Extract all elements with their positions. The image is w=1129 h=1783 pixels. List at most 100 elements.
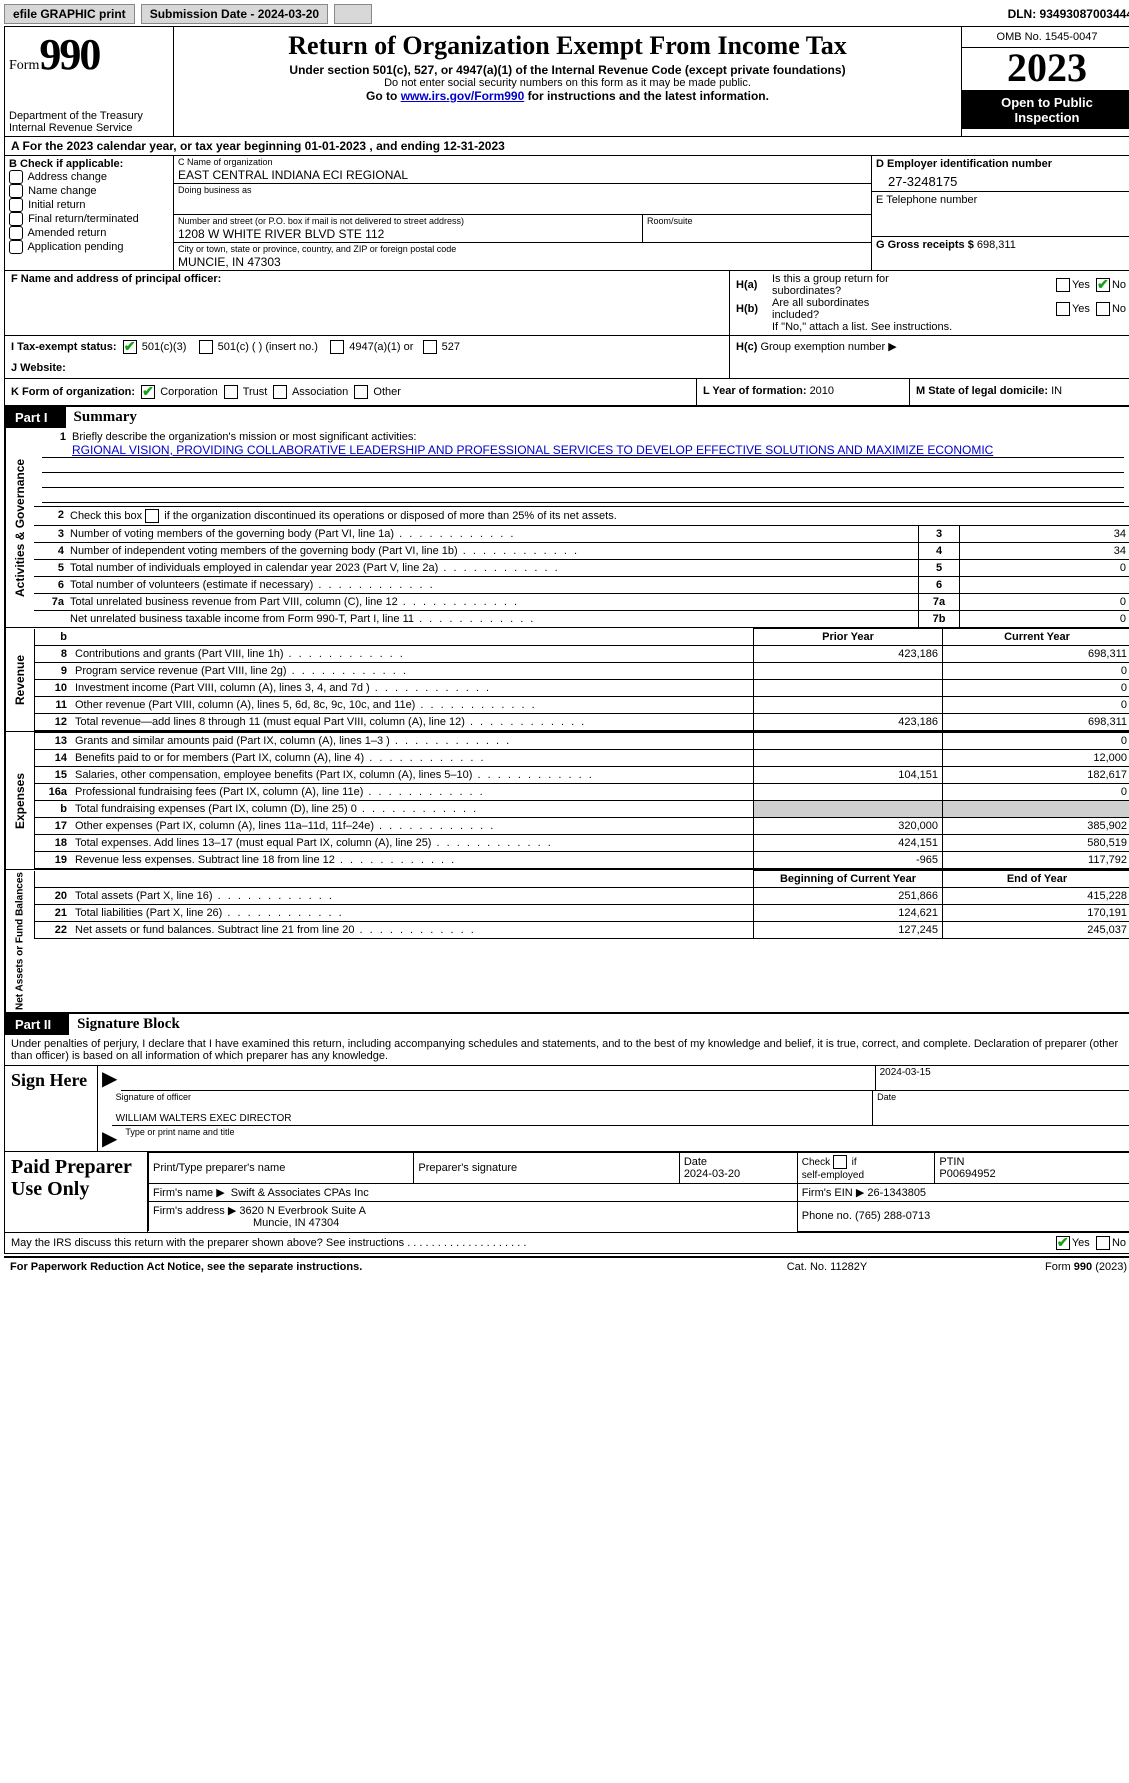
- efile-button[interactable]: efile GRAPHIC print: [4, 4, 135, 24]
- current-year-hdr: Current Year: [943, 629, 1129, 646]
- header-mid: Return of Organization Exempt From Incom…: [174, 27, 961, 136]
- table-row: 16aProfessional fundraising fees (Part I…: [35, 784, 1129, 801]
- section-fh: F Name and address of principal officer:…: [5, 271, 1129, 336]
- form-title: Return of Organization Exempt From Incom…: [180, 31, 955, 61]
- table-row: 17Other expenses (Part IX, column (A), l…: [35, 818, 1129, 835]
- mission-text[interactable]: RGIONAL VISION, PROVIDING COLLABORATIVE …: [72, 443, 993, 457]
- cb-app-pending[interactable]: Application pending: [9, 240, 169, 254]
- gov-line: 6Total number of volunteers (estimate if…: [34, 576, 1129, 593]
- declaration-text: Under penalties of perjury, I declare th…: [5, 1035, 1129, 1065]
- table-row: 18Total expenses. Add lines 13–17 (must …: [35, 835, 1129, 852]
- gov-line: 5Total number of individuals employed in…: [34, 559, 1129, 576]
- hb-yes[interactable]: Yes: [1056, 302, 1090, 316]
- tax-year: 2023: [962, 48, 1129, 91]
- sig-date: 2024-03-15: [880, 1067, 931, 1078]
- box-m: M State of legal domicile: IN: [910, 379, 1129, 405]
- mission-block: 1Briefly describe the organization's mis…: [34, 428, 1129, 506]
- net-section: Net Assets or Fund Balances Beginning of…: [5, 870, 1129, 1014]
- section-klm: K Form of organization: Corporation Trus…: [5, 379, 1129, 407]
- table-row: 8Contributions and grants (Part VIII, li…: [35, 646, 1129, 663]
- begin-year-hdr: Beginning of Current Year: [754, 871, 943, 888]
- rev-section: Revenue b Prior Year Current Year 8Contr…: [5, 628, 1129, 732]
- submission-date-button[interactable]: Submission Date - 2024-03-20: [141, 4, 328, 24]
- gov-line-2: 2 Check this box if the organization dis…: [34, 506, 1129, 525]
- cb-527[interactable]: 527: [423, 341, 460, 353]
- gov-line: 7aTotal unrelated business revenue from …: [34, 593, 1129, 610]
- prior-year-hdr: Prior Year: [754, 629, 943, 646]
- header-right: OMB No. 1545-0047 2023 Open to PublicIns…: [961, 27, 1129, 136]
- ha-label: H(a): [736, 279, 772, 291]
- part1-header: Part I Summary: [5, 407, 1129, 428]
- blank-button[interactable]: [334, 4, 372, 24]
- footer-right: Form 990 (2023): [927, 1261, 1127, 1273]
- cb-other[interactable]: Other: [354, 386, 401, 398]
- firm-addr2: Muncie, IN 47304: [153, 1217, 339, 1229]
- cb-corp[interactable]: Corporation: [141, 386, 218, 398]
- suite-label: Room/suite: [647, 216, 693, 226]
- section-bcd: B Check if applicable: Address change Na…: [5, 156, 1129, 271]
- cb-trust[interactable]: Trust: [224, 386, 268, 398]
- open-inspection: Open to PublicInspection: [962, 91, 1129, 129]
- table-row: 14Benefits paid to or for members (Part …: [35, 750, 1129, 767]
- cb-self-employed[interactable]: [833, 1155, 847, 1169]
- table-row: 10Investment income (Part VIII, column (…: [35, 680, 1129, 697]
- table-row: 22Net assets or fund balances. Subtract …: [35, 922, 1129, 939]
- cb-discontinued[interactable]: [145, 509, 159, 523]
- officer-name: WILLIAM WALTERS EXEC DIRECTOR: [116, 1113, 292, 1124]
- table-row: 13Grants and similar amounts paid (Part …: [35, 733, 1129, 750]
- preparer-label: Paid Preparer Use Only: [5, 1152, 148, 1232]
- part2-title: Signature Block: [69, 1014, 1129, 1035]
- cb-501c[interactable]: 501(c) ( ) (insert no.): [199, 341, 318, 353]
- sign-here-row: Sign Here ▶ 2024-03-15 Signature of offi…: [5, 1065, 1129, 1151]
- header-row: Form990 Department of the Treasury Inter…: [5, 27, 1129, 137]
- exp-table: 13Grants and similar amounts paid (Part …: [34, 732, 1129, 869]
- box-b: B Check if applicable: Address change Na…: [5, 156, 174, 270]
- firm-phone: (765) 288-0713: [855, 1210, 930, 1222]
- net-vlabel: Net Assets or Fund Balances: [5, 870, 34, 1012]
- footer-mid: Cat. No. 11282Y: [727, 1261, 927, 1273]
- gov-line: 3Number of voting members of the governi…: [34, 525, 1129, 542]
- firm-ein: 26-1343805: [867, 1187, 926, 1199]
- irs-link[interactable]: www.irs.gov/Form990: [401, 89, 525, 103]
- subtitle-2: Do not enter social security numbers on …: [180, 77, 955, 89]
- sig-officer-label: Signature of officer: [116, 1092, 869, 1102]
- gross-label: G Gross receipts $: [876, 239, 977, 251]
- cb-4947[interactable]: 4947(a)(1) or: [330, 341, 413, 353]
- table-row: 19Revenue less expenses. Subtract line 1…: [35, 852, 1129, 869]
- hb-no[interactable]: No: [1096, 302, 1126, 316]
- box-l: L Year of formation: 2010: [697, 379, 910, 405]
- date-label: Date: [877, 1092, 1128, 1102]
- rev-table: b Prior Year Current Year 8Contributions…: [34, 628, 1129, 731]
- header-left: Form990 Department of the Treasury Inter…: [5, 27, 174, 136]
- hb-label: H(b): [736, 303, 772, 315]
- cb-initial-return[interactable]: Initial return: [9, 198, 169, 212]
- org-name: EAST CENTRAL INDIANA ECI REGIONAL: [178, 168, 408, 182]
- ha-yes[interactable]: Yes: [1056, 278, 1090, 292]
- discuss-yes[interactable]: Yes: [1056, 1236, 1090, 1250]
- tax-exempt-row: I Tax-exempt status: 501(c)(3) 501(c) ( …: [11, 340, 723, 354]
- cb-final-return[interactable]: Final return/terminated: [9, 212, 169, 226]
- cb-501c3[interactable]: 501(c)(3): [123, 341, 187, 353]
- street-label: Number and street (or P.O. box if mail i…: [178, 216, 464, 226]
- discuss-no[interactable]: No: [1096, 1236, 1126, 1250]
- cb-name-change[interactable]: Name change: [9, 184, 169, 198]
- principal-officer-value: [11, 285, 723, 325]
- ha-no[interactable]: No: [1096, 278, 1126, 292]
- firm-addr1: 3620 N Everbrook Suite A: [239, 1205, 366, 1217]
- gov-section: Activities & Governance 1Briefly describ…: [5, 428, 1129, 628]
- city-value: MUNCIE, IN 47303: [178, 255, 281, 269]
- end-year-hdr: End of Year: [943, 871, 1129, 888]
- box-f: F Name and address of principal officer:: [5, 271, 730, 335]
- footer-left: For Paperwork Reduction Act Notice, see …: [10, 1261, 727, 1273]
- section-ij: I Tax-exempt status: 501(c)(3) 501(c) ( …: [5, 336, 1129, 379]
- cb-assoc[interactable]: Association: [273, 386, 348, 398]
- cb-amended-return[interactable]: Amended return: [9, 226, 169, 240]
- form-container: Form990 Department of the Treasury Inter…: [4, 26, 1129, 1254]
- table-row: 11Other revenue (Part VIII, column (A), …: [35, 697, 1129, 714]
- cb-address-change[interactable]: Address change: [9, 170, 169, 184]
- website-row: J Website:: [11, 362, 723, 374]
- ein-label: D Employer identification number: [876, 158, 1128, 170]
- exp-section: Expenses 13Grants and similar amounts pa…: [5, 732, 1129, 870]
- gross-value: 698,311: [977, 239, 1016, 251]
- org-name-label: C Name of organization: [178, 157, 273, 167]
